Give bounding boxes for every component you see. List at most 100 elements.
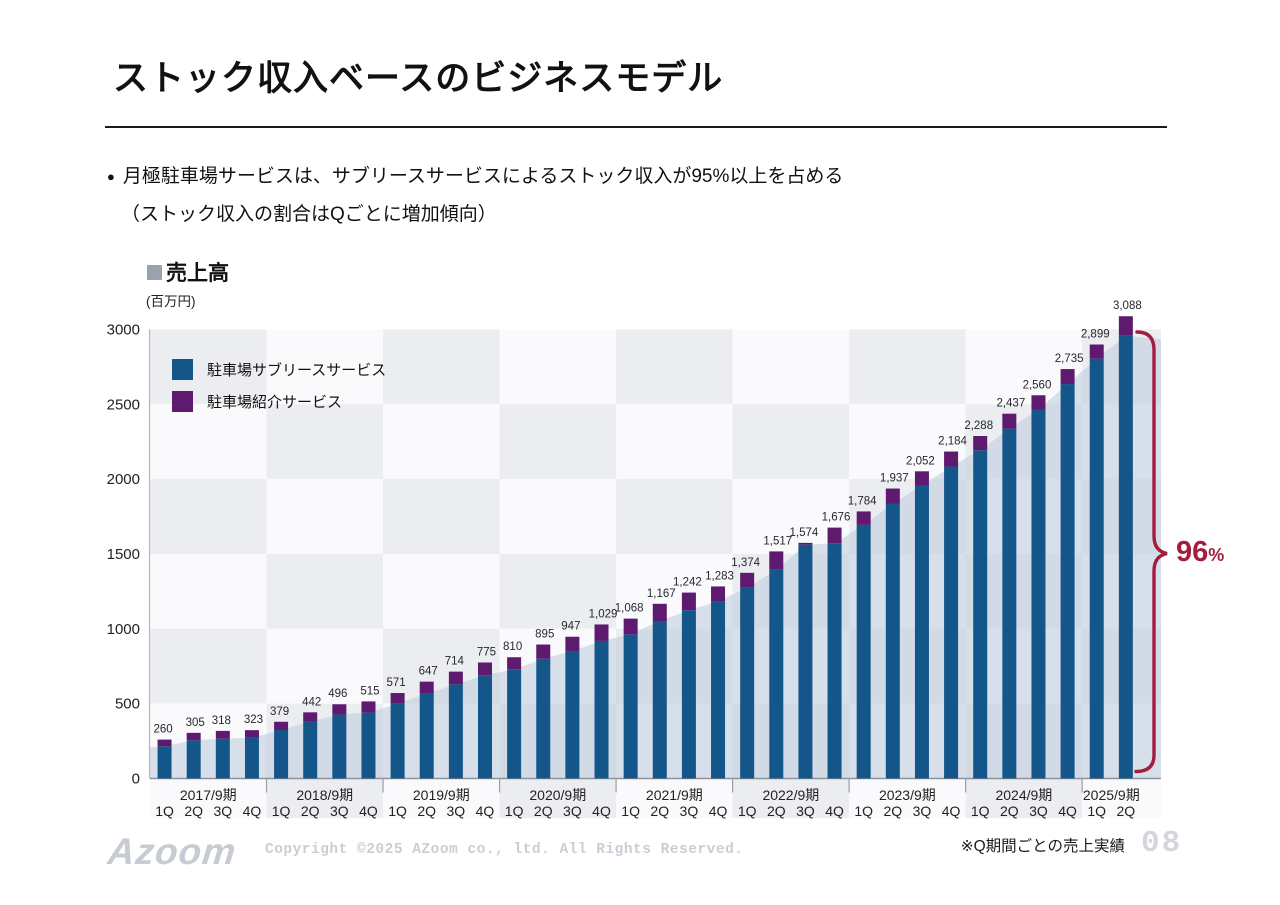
bar-segment-referral [1031,395,1046,410]
chart-text-label: 3Q [563,803,582,819]
chart-text-label: 1,517 [763,535,792,547]
bar-segment-sublease [973,450,988,779]
bar-segment-referral [1089,344,1104,359]
bar-segment-sublease [740,587,755,779]
chart-legend: 駐車場サブリースサービス 駐車場紹介サービス [172,358,386,422]
chart-text-label: 3Q [796,803,815,819]
key-message-line2: （ストック収入の割合はQごとに増加傾向） [121,204,497,225]
bar-segment-referral [536,644,551,659]
bar-segment-referral [1118,316,1133,336]
plot-background-cell [499,553,617,629]
plot-background-cell [732,404,850,480]
chart-text-label: 1,068 [615,603,644,615]
plot-background-cell [499,329,617,405]
chart-text-label: 515 [360,685,379,697]
chart-text-label: 2,184 [938,436,967,448]
chart-text-label: 2022/9期 [762,787,819,803]
bar-segment-referral [885,488,900,504]
plot-background-cell [383,329,500,405]
bar-segment-referral [215,730,230,739]
chart-text-label: 1,574 [790,527,819,539]
axis-label-strip [616,778,733,818]
chart-text-label: 1Q [272,803,291,819]
chart-text-label: 1Q [505,803,524,819]
chart-text-label: 4Q [709,803,728,819]
bar-segment-sublease [1060,384,1075,779]
azoom-logo: Azoom [105,831,239,872]
chart-text-label: 305 [186,717,205,729]
chart-text-label: 1Q [388,803,407,819]
chart-text-label: 1,242 [673,577,702,589]
chart-text-label: 2Q [767,803,786,819]
plot-background-cell [383,553,500,629]
bullet-icon: ● [107,169,115,184]
bar-segment-sublease [186,740,201,779]
chart-text-label: 947 [561,621,580,633]
plot-background-cell [150,553,267,629]
chart-text-label: 571 [387,677,406,689]
legend-item-sublease: 駐車場サブリースサービス [172,358,386,380]
bar-segment-referral [332,704,347,715]
bar-segment-sublease [361,712,376,779]
plot-background-cell [383,479,500,554]
chart-text-label: 2Q [417,803,436,819]
bar-segment-sublease [332,714,347,779]
bar-segment-sublease [827,543,842,779]
chart-text-label: 442 [302,696,321,708]
chart-text-label: 1Q [1087,803,1106,819]
bar-segment-referral [390,693,405,704]
bar-segment-referral [361,701,376,713]
referral-color-swatch-icon [172,390,193,412]
axis-label-strip [849,778,966,818]
chart-text-label: 496 [328,688,347,700]
bar-segment-sublease [419,693,434,779]
96-percent-brace [1134,330,1168,774]
copyright-text: Copyright ©2025 AZoom co., ltd. All Righ… [265,842,744,858]
chart-text-label: 1000 [107,621,140,638]
chart-text-label: 1500 [107,546,140,563]
chart-title: 売上高 [147,257,229,287]
chart-text-label: 2,899 [1081,329,1110,341]
chart-text-label: 260 [153,724,172,736]
bar-segment-referral [477,662,492,676]
bar-segment-sublease [448,684,463,779]
chart-text-label: 4Q [476,803,495,819]
sublease-color-swatch-icon [172,358,193,380]
plot-background-cell [266,628,384,704]
legend-item-referral: 駐車場紹介サービス [172,390,386,412]
bar-segment-referral [827,527,842,544]
plot-background-cell [266,329,384,405]
title-underline [105,126,1167,128]
key-message: ● 月極駐車場サービスは、サブリースサービスによるストック収入が95%以上を占め… [107,158,843,234]
bar-segment-referral [1060,369,1075,385]
bar-segment-sublease [652,621,667,779]
chart-text-label: 2,437 [996,398,1025,410]
chart-text-label: 2Q [650,803,669,819]
page-title: ストック収入ベースのビジネスモデル [113,59,724,98]
chart-text-label: 3Q [213,803,232,819]
bar-segment-sublease [303,721,318,779]
plot-background-cell [266,479,384,554]
chart-text-label: 1Q [738,803,757,819]
key-message-line1: 月極駐車場サービスは、サブリースサービスによるストック収入が95%以上を占める [122,166,844,187]
chart-text-label: 3Q [680,803,699,819]
axis-label-strip [383,778,500,818]
bar-segment-sublease [1089,358,1104,779]
bar-segment-sublease [215,738,230,779]
chart-text-label: 3Q [913,803,932,819]
chart-text-label: 810 [503,641,522,653]
bar-segment-sublease [1002,428,1017,779]
chart-text-label: 318 [212,715,231,727]
chart-text-label: 3Q [330,803,349,819]
plot-background-cell [383,404,500,480]
page-number: 08 [1141,826,1183,861]
chart-text-label: 4Q [825,803,844,819]
chart-text-label: 2020/9期 [529,787,586,803]
bar-segment-referral [944,451,959,467]
chart-text-label: 3Q [447,803,466,819]
chart-text-label: 3Q [1029,803,1048,819]
bar-segment-referral [244,730,259,738]
bar-segment-sublease [1031,409,1046,779]
